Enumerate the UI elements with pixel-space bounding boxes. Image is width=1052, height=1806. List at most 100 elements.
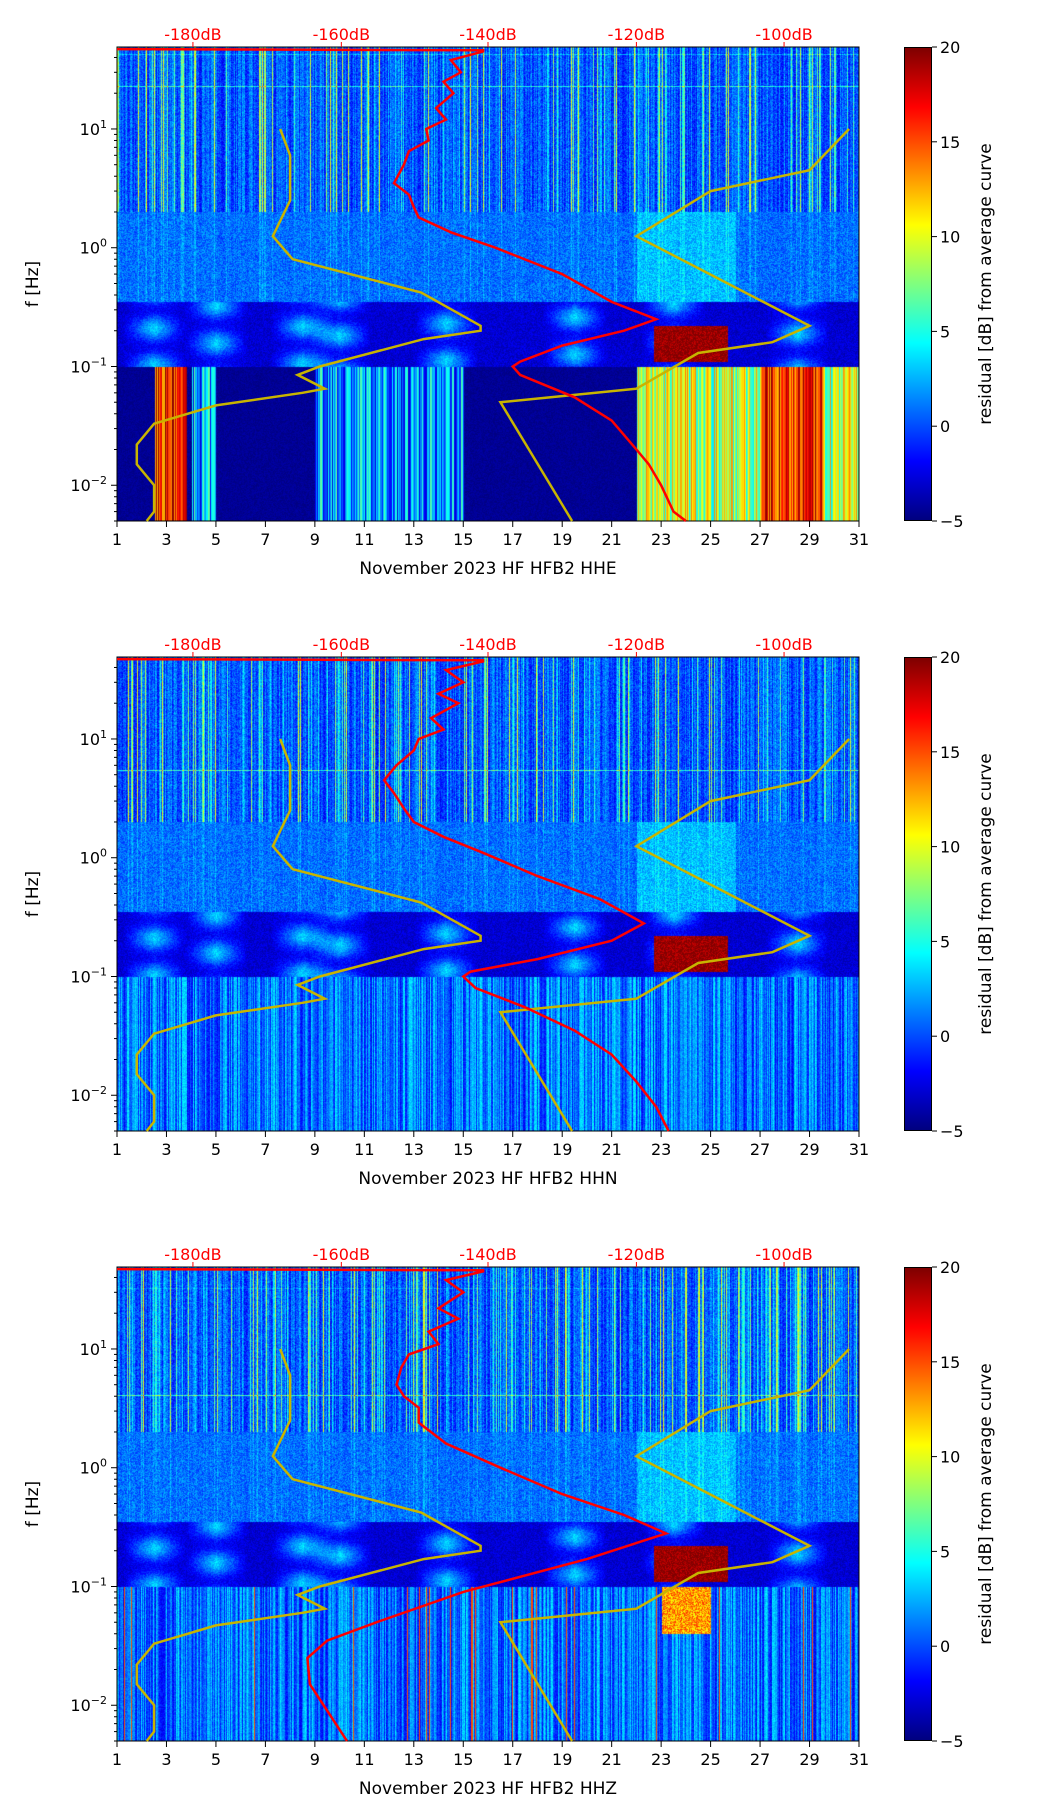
spectrogram-heatmap [117, 47, 859, 521]
yellow-reference-curve-1 [498, 128, 851, 522]
y-tick-exponent: 0 [100, 237, 107, 250]
yellow-reference-curve-0 [135, 738, 482, 1132]
y-tick-exponent: −2 [91, 1084, 107, 1097]
x-tick-label: 15 [453, 530, 473, 549]
y-tick-label: 101 [80, 728, 107, 749]
x-tick-label: 25 [700, 1140, 720, 1159]
x-tick-label: 1 [112, 1750, 122, 1769]
yellow-reference-curve-1 [498, 1348, 851, 1742]
top-db-label: -140dB [459, 25, 516, 44]
yellow-reference-curve-0 [135, 128, 482, 522]
colorbar-tick-label: 15 [940, 743, 960, 762]
x-tick-label: 27 [750, 1140, 770, 1159]
x-tick-label: 31 [849, 1140, 869, 1159]
colorbar-label: residual [dB] from average curve [976, 143, 996, 424]
y-tick-base: 10 [70, 1696, 90, 1715]
x-tick-label: 31 [849, 530, 869, 549]
y-tick-exponent: 1 [100, 118, 107, 131]
y-tick-exponent: 1 [100, 1338, 107, 1351]
x-tick-label: 29 [799, 1750, 819, 1769]
x-tick-label: 5 [211, 1140, 221, 1159]
y-tick-exponent: −1 [91, 965, 107, 978]
colorbar-tick-label: −5 [940, 1122, 964, 1141]
x-tick-label: 5 [211, 530, 221, 549]
top-db-label: -120dB [608, 25, 665, 44]
colorbar-tick-label: 20 [940, 38, 960, 57]
spectrogram-panel-hhn: 1 3 5 7 9 11 13 15 17 19 21 23 25 27 29 31 November 2023… [0, 635, 1052, 1267]
x-tick-label: 17 [503, 1750, 523, 1769]
red-median-curve [116, 1267, 670, 1742]
x-tick-label: 29 [799, 530, 819, 549]
colorbar-tick-label: −5 [940, 1732, 964, 1751]
x-tick-label: 9 [310, 1750, 320, 1769]
colorbar-tick-label: 15 [940, 1353, 960, 1372]
y-tick-exponent: 1 [100, 728, 107, 741]
x-tick-label: 15 [453, 1750, 473, 1769]
red-median-curve [116, 47, 687, 522]
colorbar-tick-label: 20 [940, 1258, 960, 1277]
x-tick-label: 17 [503, 1140, 523, 1159]
y-tick-exponent: −1 [91, 1575, 107, 1588]
y-tick-label: 10−1 [70, 965, 107, 986]
colorbar [904, 657, 932, 1131]
y-axis-label: f [Hz] [23, 1481, 43, 1527]
y-tick-label: 10−1 [70, 355, 107, 376]
top-db-label: -100dB [755, 635, 812, 654]
x-tick-label: 11 [354, 1140, 374, 1159]
colorbar-tick-label: 0 [940, 417, 950, 436]
x-tick-label: 25 [700, 530, 720, 549]
x-tick-label: 1 [112, 1140, 122, 1159]
top-db-label: -180dB [164, 25, 221, 44]
x-tick-label: 17 [503, 530, 523, 549]
x-tick-label: 13 [404, 530, 424, 549]
spectrogram-heatmap [117, 657, 859, 1131]
colorbar [904, 1267, 932, 1741]
colorbar-tick-label: 10 [940, 1448, 960, 1467]
colorbar-tick-label: 0 [940, 1027, 950, 1046]
y-tick-base: 10 [80, 849, 100, 868]
x-tick-label: 9 [310, 1140, 320, 1159]
x-tick-label: 21 [601, 530, 621, 549]
x-tick-label: 11 [354, 530, 374, 549]
x-tick-label: 1 [112, 530, 122, 549]
top-db-label: -100dB [755, 1245, 812, 1264]
y-tick-base: 10 [80, 120, 100, 139]
colorbar-tick-label: 10 [940, 228, 960, 247]
x-tick-label: 31 [849, 1750, 869, 1769]
y-tick-exponent: 0 [100, 847, 107, 860]
x-tick-label: 23 [651, 530, 671, 549]
x-tick-label: 19 [552, 1750, 572, 1769]
y-tick-base: 10 [80, 239, 100, 258]
x-tick-label: 15 [453, 1140, 473, 1159]
x-tick-label: 21 [601, 1750, 621, 1769]
y-tick-label: 100 [80, 1457, 107, 1478]
top-db-label: -180dB [164, 1245, 221, 1264]
y-tick-base: 10 [70, 1577, 90, 1596]
y-tick-exponent: −2 [91, 1694, 107, 1707]
colorbar-tick-label: 5 [940, 1542, 950, 1561]
x-tick-label: 11 [354, 1750, 374, 1769]
y-tick-base: 10 [70, 1086, 90, 1105]
x-tick-label: 25 [700, 1750, 720, 1769]
x-tick-label: 27 [750, 1750, 770, 1769]
y-tick-base: 10 [80, 1459, 100, 1478]
x-tick-label: 7 [260, 530, 270, 549]
y-tick-base: 10 [80, 730, 100, 749]
x-axis-label: November 2023 HF HFB2 HHE [359, 559, 616, 579]
x-axis-label: November 2023 HF HFB2 HHZ [359, 1779, 617, 1799]
colorbar-tick-label: 15 [940, 133, 960, 152]
yellow-reference-curve-0 [135, 1348, 482, 1742]
x-tick-label: 19 [552, 1140, 572, 1159]
top-db-label: -120dB [608, 1245, 665, 1264]
y-tick-label: 100 [80, 237, 107, 258]
colorbar-label: residual [dB] from average curve [976, 1363, 996, 1644]
x-tick-label: 29 [799, 1140, 819, 1159]
x-tick-label: 7 [260, 1140, 270, 1159]
y-tick-base: 10 [80, 1340, 100, 1359]
top-db-label: -160dB [313, 1245, 370, 1264]
x-tick-label: 27 [750, 530, 770, 549]
y-axis-label: f [Hz] [23, 261, 43, 307]
y-tick-label: 101 [80, 118, 107, 139]
